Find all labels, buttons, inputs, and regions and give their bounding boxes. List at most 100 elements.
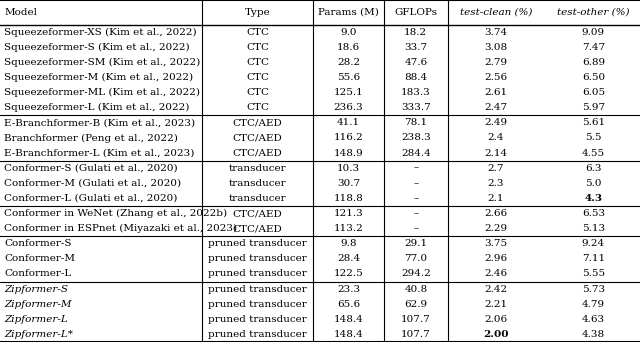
Text: 88.4: 88.4 xyxy=(404,73,428,82)
Text: 6.53: 6.53 xyxy=(582,209,605,218)
Text: 28.4: 28.4 xyxy=(337,254,360,263)
Text: 148.4: 148.4 xyxy=(334,330,364,339)
Text: 2.4: 2.4 xyxy=(488,133,504,143)
Text: Type: Type xyxy=(244,8,270,17)
Text: 2.49: 2.49 xyxy=(484,118,508,127)
Text: 5.13: 5.13 xyxy=(582,224,605,233)
Text: Zipformer-M: Zipformer-M xyxy=(4,300,72,309)
Text: 3.75: 3.75 xyxy=(484,239,508,248)
Text: Squeezeformer-M (Kim et al., 2022): Squeezeformer-M (Kim et al., 2022) xyxy=(4,73,194,82)
Text: 9.24: 9.24 xyxy=(582,239,605,248)
Text: 4.63: 4.63 xyxy=(582,315,605,324)
Text: Squeezeformer-L (Kim et al., 2022): Squeezeformer-L (Kim et al., 2022) xyxy=(4,103,190,112)
Text: –: – xyxy=(413,209,419,218)
Text: 4.38: 4.38 xyxy=(582,330,605,339)
Text: 7.11: 7.11 xyxy=(582,254,605,263)
Text: 2.06: 2.06 xyxy=(484,315,508,324)
Text: CTC: CTC xyxy=(246,73,269,82)
Text: 6.50: 6.50 xyxy=(582,73,605,82)
Text: Squeezeformer-S (Kim et al., 2022): Squeezeformer-S (Kim et al., 2022) xyxy=(4,43,190,52)
Text: Conformer-M: Conformer-M xyxy=(4,254,76,263)
Text: 40.8: 40.8 xyxy=(404,285,428,293)
Text: 47.6: 47.6 xyxy=(404,58,428,67)
Text: 125.1: 125.1 xyxy=(334,88,364,97)
Text: 2.21: 2.21 xyxy=(484,300,508,309)
Text: Model: Model xyxy=(4,8,38,17)
Text: Params (M): Params (M) xyxy=(318,8,379,17)
Text: 2.29: 2.29 xyxy=(484,224,508,233)
Text: CTC/AED: CTC/AED xyxy=(232,148,282,158)
Text: 2.56: 2.56 xyxy=(484,73,508,82)
Text: 2.79: 2.79 xyxy=(484,58,508,67)
Text: 30.7: 30.7 xyxy=(337,179,360,188)
Text: 2.46: 2.46 xyxy=(484,269,508,278)
Text: CTC/AED: CTC/AED xyxy=(232,133,282,143)
Text: transducer: transducer xyxy=(228,164,286,173)
Text: 107.7: 107.7 xyxy=(401,330,431,339)
Text: CTC/AED: CTC/AED xyxy=(232,118,282,127)
Text: 236.3: 236.3 xyxy=(334,103,364,112)
Text: 5.0: 5.0 xyxy=(585,179,602,188)
Text: GFLOPs: GFLOPs xyxy=(394,8,437,17)
Text: –: – xyxy=(413,164,419,173)
Text: 333.7: 333.7 xyxy=(401,103,431,112)
Text: Conformer-L (Gulati et al., 2020): Conformer-L (Gulati et al., 2020) xyxy=(4,194,178,203)
Text: pruned transducer: pruned transducer xyxy=(208,239,307,248)
Text: 5.61: 5.61 xyxy=(582,118,605,127)
Text: 5.97: 5.97 xyxy=(582,103,605,112)
Text: pruned transducer: pruned transducer xyxy=(208,315,307,324)
Text: Squeezeformer-SM (Kim et al., 2022): Squeezeformer-SM (Kim et al., 2022) xyxy=(4,58,201,67)
Text: 33.7: 33.7 xyxy=(404,43,428,52)
Text: 4.3: 4.3 xyxy=(584,194,602,203)
Text: 148.9: 148.9 xyxy=(334,148,364,158)
Text: 29.1: 29.1 xyxy=(404,239,428,248)
Text: 4.55: 4.55 xyxy=(582,148,605,158)
Text: 77.0: 77.0 xyxy=(404,254,428,263)
Text: CTC: CTC xyxy=(246,103,269,112)
Text: 2.1: 2.1 xyxy=(488,194,504,203)
Text: 9.8: 9.8 xyxy=(340,239,357,248)
Text: Conformer in ESPnet (Miyazaki et al., 2023): Conformer in ESPnet (Miyazaki et al., 20… xyxy=(4,224,237,233)
Text: 65.6: 65.6 xyxy=(337,300,360,309)
Text: 148.4: 148.4 xyxy=(334,315,364,324)
Text: 3.74: 3.74 xyxy=(484,28,508,37)
Text: test-clean (%): test-clean (%) xyxy=(460,8,532,17)
Text: pruned transducer: pruned transducer xyxy=(208,285,307,293)
Text: 7.47: 7.47 xyxy=(582,43,605,52)
Text: Zipformer-L: Zipformer-L xyxy=(4,315,68,324)
Text: Conformer-M (Gulati et al., 2020): Conformer-M (Gulati et al., 2020) xyxy=(4,179,182,188)
Text: CTC: CTC xyxy=(246,58,269,67)
Text: 2.61: 2.61 xyxy=(484,88,508,97)
Text: CTC/AED: CTC/AED xyxy=(232,209,282,218)
Text: Zipformer-L*: Zipformer-L* xyxy=(4,330,74,339)
Text: transducer: transducer xyxy=(228,179,286,188)
Text: 183.3: 183.3 xyxy=(401,88,431,97)
Text: 28.2: 28.2 xyxy=(337,58,360,67)
Text: Conformer-S (Gulati et al., 2020): Conformer-S (Gulati et al., 2020) xyxy=(4,164,178,173)
Text: E-Branchformer-L (Kim et al., 2023): E-Branchformer-L (Kim et al., 2023) xyxy=(4,148,195,158)
Text: Conformer-L: Conformer-L xyxy=(4,269,72,278)
Text: 5.55: 5.55 xyxy=(582,269,605,278)
Text: 107.7: 107.7 xyxy=(401,315,431,324)
Text: 116.2: 116.2 xyxy=(334,133,364,143)
Text: Zipformer-S: Zipformer-S xyxy=(4,285,68,293)
Text: 118.8: 118.8 xyxy=(334,194,364,203)
Text: –: – xyxy=(413,224,419,233)
Text: Conformer in WeNet (Zhang et al., 2022b): Conformer in WeNet (Zhang et al., 2022b) xyxy=(4,209,228,218)
Text: 2.7: 2.7 xyxy=(488,164,504,173)
Text: 2.47: 2.47 xyxy=(484,103,508,112)
Text: 18.6: 18.6 xyxy=(337,43,360,52)
Text: 5.5: 5.5 xyxy=(585,133,602,143)
Text: 9.09: 9.09 xyxy=(582,28,605,37)
Text: pruned transducer: pruned transducer xyxy=(208,300,307,309)
Text: Conformer-S: Conformer-S xyxy=(4,239,72,248)
Text: 284.4: 284.4 xyxy=(401,148,431,158)
Text: 2.66: 2.66 xyxy=(484,209,508,218)
Text: 2.00: 2.00 xyxy=(483,330,509,339)
Text: –: – xyxy=(413,194,419,203)
Text: 121.3: 121.3 xyxy=(334,209,364,218)
Text: 2.42: 2.42 xyxy=(484,285,508,293)
Text: 6.3: 6.3 xyxy=(585,164,602,173)
Text: pruned transducer: pruned transducer xyxy=(208,254,307,263)
Text: 18.2: 18.2 xyxy=(404,28,428,37)
